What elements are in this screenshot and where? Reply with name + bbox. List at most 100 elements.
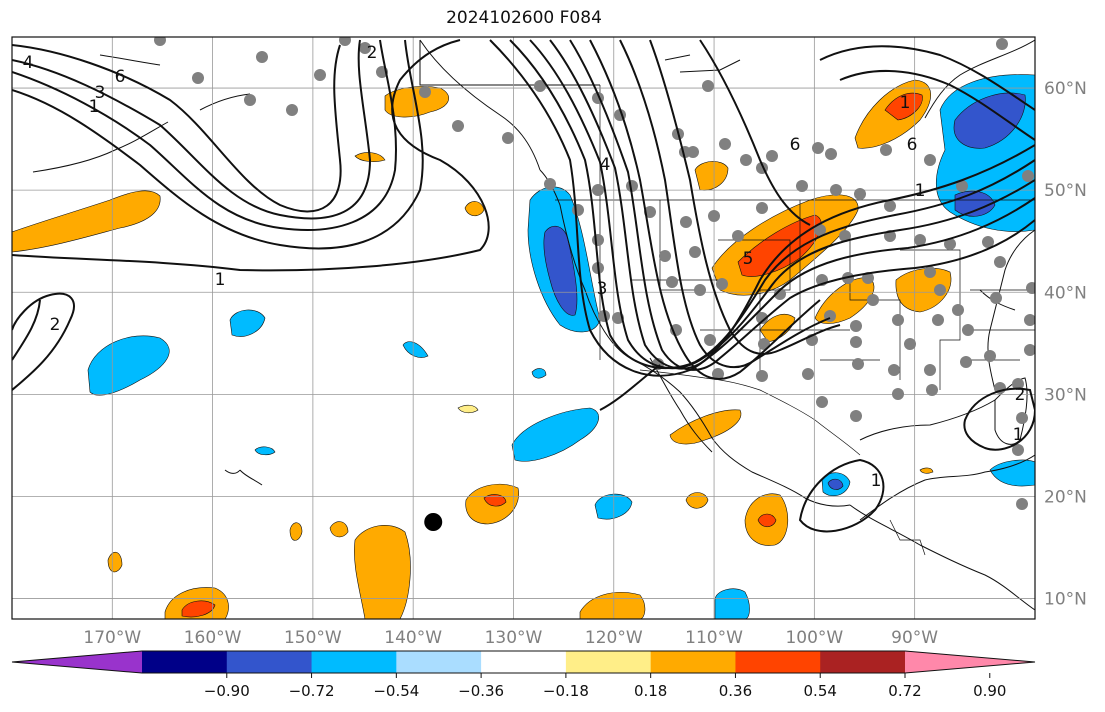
positive-anomaly-area: [384, 86, 449, 118]
station-dot: [572, 204, 584, 216]
map-title: 2024102600 F084: [446, 8, 602, 28]
contour-label: 3: [95, 83, 106, 103]
station-dot: [892, 388, 904, 400]
latitude-label: 60°N: [1044, 79, 1087, 99]
station-dot: [996, 38, 1008, 50]
station-dot: [962, 324, 974, 336]
colorbar: [11, 650, 1036, 674]
station-dot: [924, 266, 936, 278]
station-dot: [687, 146, 699, 158]
station-dot: [960, 356, 972, 368]
contour-label: 2: [367, 43, 378, 63]
station-dot: [756, 312, 768, 324]
station-dot: [892, 314, 904, 326]
longitude-labels: 170°W 160°W 150°W 140°W 130°W 120°W 110°W 100°W…: [83, 628, 938, 648]
station-dot: [1016, 498, 1028, 510]
contour-label: 1: [89, 97, 100, 117]
station-dot: [1022, 170, 1034, 182]
colorbar-segment: [142, 651, 228, 673]
contour-label: 1: [900, 93, 911, 113]
station-dot: [984, 350, 996, 362]
station-dot: [704, 334, 716, 346]
station-dot: [1012, 378, 1024, 390]
station-dot: [816, 396, 828, 408]
station-dot: [544, 178, 556, 190]
contour-label: 3: [597, 279, 608, 299]
negative-anomaly-area: [827, 478, 844, 490]
latitude-label: 20°N: [1044, 487, 1087, 507]
longitude-label: 140°W: [384, 628, 442, 648]
latitude-label: 50°N: [1044, 181, 1087, 201]
contour-label: 4: [600, 155, 611, 175]
latitude-label: 40°N: [1044, 283, 1087, 303]
station-dot: [712, 368, 724, 380]
anomaly-fields: [12, 74, 1035, 619]
station-dot: [419, 86, 431, 98]
station-dot: [244, 94, 256, 106]
station-dot: [814, 224, 826, 236]
station-dot: [1016, 412, 1028, 424]
colorbar-extend-high: [905, 651, 1035, 673]
station-dot: [944, 238, 956, 250]
colorbar-tick-label: −0.72: [289, 682, 335, 700]
station-dot: [994, 256, 1006, 268]
positive-anomaly-area: [457, 404, 479, 414]
station-dot: [990, 292, 1002, 304]
contour-labels: 4 6 3 1 2 1 2 4 3 6 1 5 6 1 1 2 1: [23, 43, 1026, 491]
contour-label: 6: [907, 135, 918, 155]
negative-anomaly-area: [531, 368, 547, 379]
colorbar-segment: [481, 651, 567, 673]
contour-label: 2: [1015, 385, 1026, 405]
station-dot: [598, 310, 610, 322]
contour-label: 4: [23, 53, 34, 73]
station-dot: [256, 51, 268, 63]
station-dot: [888, 364, 900, 376]
negative-anomaly-area: [87, 335, 170, 396]
latitude-label: 30°N: [1044, 385, 1087, 405]
contour-label: 1: [915, 181, 926, 201]
station-dot: [1012, 444, 1024, 456]
negative-anomaly-area: [543, 225, 578, 316]
station-dot: [1024, 344, 1035, 356]
positive-anomaly-area: [884, 92, 923, 121]
negative-anomaly-area: [953, 92, 1026, 149]
colorbar-tick-label: 0.90: [973, 682, 1006, 700]
station-dot: [359, 42, 371, 54]
station-dot: [592, 184, 604, 196]
negative-anomaly-area: [511, 407, 599, 462]
positive-anomaly-area: [757, 513, 777, 528]
station-dot: [659, 250, 671, 262]
longitude-label: 120°W: [585, 628, 643, 648]
longitude-label: 150°W: [284, 628, 342, 648]
station-dot: [854, 188, 866, 200]
positive-anomaly-area: [919, 467, 934, 474]
negative-anomaly-area: [254, 446, 276, 456]
station-dot: [702, 80, 714, 92]
positive-anomaly-area: [107, 552, 123, 573]
contour-label: 6: [115, 67, 126, 87]
station-dot: [314, 69, 326, 81]
station-dot: [924, 154, 936, 166]
station-dot: [716, 278, 728, 290]
station-dot: [812, 142, 824, 154]
colorbar-tick-label: −0.54: [373, 682, 419, 700]
contour-label: 1: [1013, 425, 1024, 445]
latitude-label: 10°N: [1044, 590, 1087, 610]
colorbar-tick-label: 0.72: [888, 682, 921, 700]
station-dot: [952, 304, 964, 316]
colorbar-segment: [565, 651, 652, 673]
station-dot: [850, 336, 862, 348]
contour-label: 6: [790, 135, 801, 155]
longitude-label: 100°W: [785, 628, 843, 648]
station-dot: [766, 150, 778, 162]
station-dot: [830, 184, 842, 196]
colorbar-segment: [226, 651, 313, 673]
station-dot: [452, 120, 464, 132]
station-dots: [154, 37, 1035, 510]
station-dot: [852, 358, 864, 370]
contour-label: 5: [743, 249, 754, 269]
station-dot: [719, 138, 731, 150]
longitude-label: 160°W: [184, 628, 242, 648]
colorbar-tick-labels: −0.90 −0.72 −0.54 −0.36 −0.18 0.18 0.36 0.54 0.7…: [204, 673, 1006, 700]
